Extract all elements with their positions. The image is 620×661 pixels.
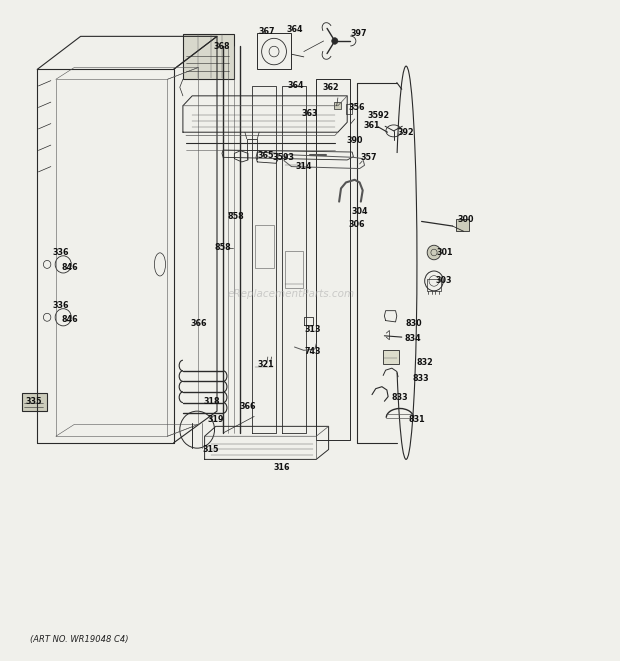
Text: 833: 833	[392, 393, 408, 403]
Bar	[456, 219, 469, 231]
Text: eReplacementParts.com: eReplacementParts.com	[228, 289, 355, 299]
Bar	[285, 251, 303, 288]
Text: 335: 335	[25, 397, 42, 407]
Bar	[22, 393, 46, 411]
Text: 361: 361	[364, 121, 380, 130]
Text: 743: 743	[305, 347, 321, 356]
Text: 833: 833	[412, 373, 428, 383]
Text: 362: 362	[322, 83, 339, 92]
Text: 363: 363	[302, 109, 318, 118]
Text: 397: 397	[350, 28, 366, 38]
Text: 831: 831	[409, 415, 425, 424]
Text: 834: 834	[405, 334, 421, 343]
Circle shape	[332, 38, 338, 44]
Bar	[257, 33, 291, 69]
Bar	[427, 279, 441, 291]
Text: 858: 858	[215, 243, 232, 253]
Text: 846: 846	[61, 262, 78, 272]
Text: 364: 364	[286, 24, 303, 34]
Text: 364: 364	[288, 81, 304, 91]
Text: 314: 314	[296, 162, 312, 171]
Text: 356: 356	[348, 102, 365, 112]
Text: 301: 301	[437, 248, 453, 257]
Text: 367: 367	[259, 27, 275, 36]
Bar	[183, 34, 234, 79]
Text: 365: 365	[257, 151, 273, 161]
Text: 366: 366	[240, 402, 256, 411]
Bar	[255, 225, 274, 268]
Bar	[383, 350, 399, 364]
Bar	[334, 102, 341, 109]
Text: 392: 392	[398, 128, 414, 137]
Text: 336: 336	[53, 248, 69, 257]
Text: 321: 321	[257, 360, 273, 369]
Text: 390: 390	[347, 136, 363, 145]
Text: 830: 830	[406, 319, 422, 329]
Text: 832: 832	[417, 358, 434, 367]
Text: 304: 304	[352, 207, 368, 216]
Text: 318: 318	[204, 397, 220, 407]
Text: 315: 315	[203, 445, 219, 454]
Text: 319: 319	[208, 415, 224, 424]
Bar	[346, 104, 352, 114]
Text: 313: 313	[305, 325, 321, 334]
Text: 316: 316	[274, 463, 290, 472]
Text: 3592: 3592	[367, 111, 389, 120]
Text: 858: 858	[227, 212, 244, 221]
Text: 368: 368	[214, 42, 230, 51]
Text: 3593: 3593	[273, 153, 295, 162]
Text: 306: 306	[348, 220, 365, 229]
Text: 846: 846	[61, 315, 78, 325]
Circle shape	[427, 245, 441, 260]
Text: 303: 303	[435, 276, 451, 285]
Text: (ART NO. WR19048 C4): (ART NO. WR19048 C4)	[30, 635, 128, 644]
Text: 336: 336	[53, 301, 69, 310]
Text: 300: 300	[458, 215, 474, 224]
Text: 366: 366	[190, 319, 206, 329]
Text: 357: 357	[361, 153, 377, 162]
